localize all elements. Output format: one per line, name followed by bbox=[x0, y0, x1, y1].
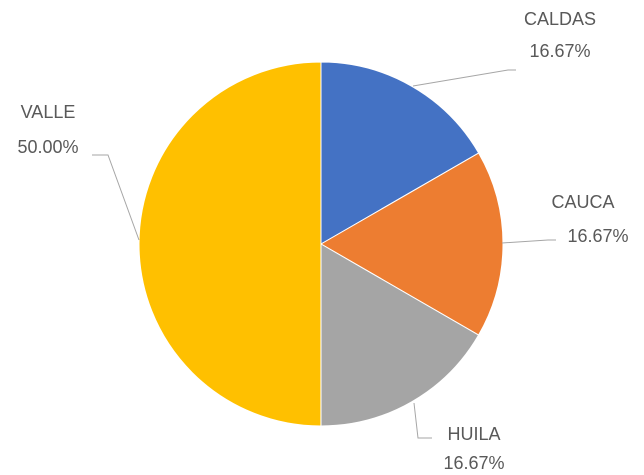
category-label: HUILA bbox=[447, 424, 500, 444]
category-label: VALLE bbox=[21, 102, 76, 122]
pie bbox=[139, 62, 503, 426]
leader-line bbox=[92, 155, 139, 240]
value-label: 50.00% bbox=[17, 137, 78, 157]
leader-line bbox=[413, 70, 516, 86]
chart: CALDAS 16.67% CAUCA 16.67% HUILA 16.67% VALLE 5… bbox=[0, 0, 644, 475]
value-label: 16.67% bbox=[443, 453, 504, 473]
value-label: 16.67% bbox=[567, 226, 628, 246]
category-label: CALDAS bbox=[524, 9, 596, 29]
leader-line bbox=[414, 403, 432, 438]
pie-slice bbox=[139, 62, 321, 426]
leader-line bbox=[502, 240, 556, 243]
value-label: 16.67% bbox=[529, 41, 590, 61]
category-label: CAUCA bbox=[551, 192, 614, 212]
